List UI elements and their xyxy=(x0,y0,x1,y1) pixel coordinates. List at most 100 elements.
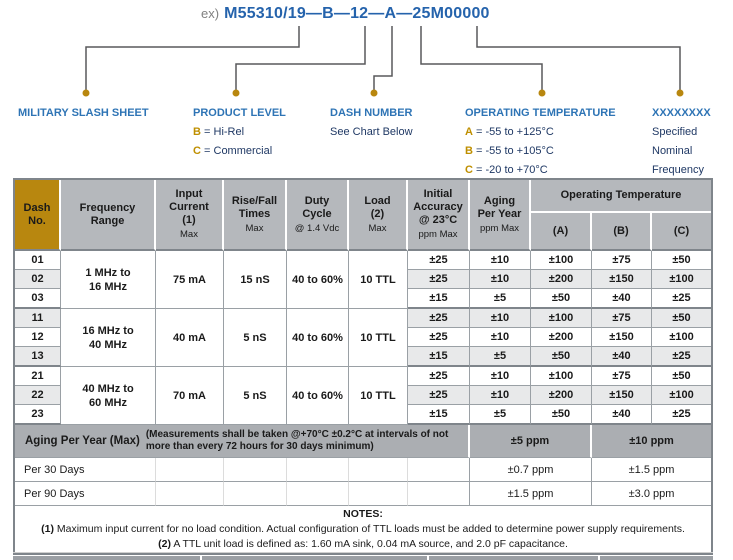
cell-load: 10 TTL xyxy=(349,251,408,309)
cell-temp-c: ±100 xyxy=(652,328,712,347)
note-2: (2) A TTL unit load is defined as: 1.60 … xyxy=(158,538,568,550)
next-table-strip xyxy=(13,556,713,560)
part-number-prefix: ex) xyxy=(201,6,220,21)
callout-line: Specified xyxy=(652,126,698,138)
notes-title: NOTES: xyxy=(343,508,383,520)
cell-temp-b: ±75 xyxy=(592,367,652,386)
cell-temp-c: ±25 xyxy=(652,289,712,309)
cell-frequency-range: 40 MHz to 60 MHz xyxy=(61,367,156,425)
cell-frequency-range: 16 MHz to 40 MHz xyxy=(61,309,156,367)
cell-temp-a: ±50 xyxy=(531,347,592,367)
cell-accuracy: ±25 xyxy=(408,328,470,347)
cell-temp-a: ±50 xyxy=(531,289,592,309)
cell-temp-c: ±25 xyxy=(652,347,712,367)
cell-dash: 23 xyxy=(15,405,61,425)
cell-temp-c: ±50 xyxy=(652,251,712,270)
cell-temp-b: ±75 xyxy=(592,251,652,270)
callout-line: Frequency xyxy=(652,164,704,176)
callout-line: C = Commercial xyxy=(193,145,273,157)
connector-lines xyxy=(85,26,681,90)
header-initial-accuracy: Initial Accuracy @ 23°C ppm Max xyxy=(408,180,470,251)
per-30-days-row: Per 30 Days ±0.7 ppm ±1.5 ppm xyxy=(15,458,712,482)
cell-temp-b: ±40 xyxy=(592,405,652,425)
cell-temp-c: ±100 xyxy=(652,270,712,289)
notes-row: NOTES: (1) Maximum input current for no … xyxy=(15,506,711,553)
cell-dash: 01 xyxy=(15,251,61,270)
cell-aging: ±10 xyxy=(470,251,531,270)
table-header-subrow: (A) (B) (C) xyxy=(15,213,712,251)
empty-cell xyxy=(408,482,470,506)
per-90-value-1: ±1.5 ppm xyxy=(470,482,592,506)
per-90-days-row: Per 90 Days ±1.5 ppm ±3.0 ppm xyxy=(15,482,712,506)
aging-note: (Measurements shall be taken @+70°C ±0.2… xyxy=(145,429,449,452)
cell-load: 10 TTL xyxy=(349,309,408,367)
cell-aging: ±10 xyxy=(470,309,531,328)
cell-aging: ±10 xyxy=(470,367,531,386)
per-90-label: Per 90 Days xyxy=(15,482,156,506)
callout-operating-temperature: OPERATING TEMPERATURE A = -55 to +125°C … xyxy=(465,104,616,180)
cell-accuracy: ±15 xyxy=(408,347,470,367)
connector-dots xyxy=(82,89,684,97)
header-input-current: Input Current (1) Max xyxy=(156,180,224,251)
cell-dash: 12 xyxy=(15,328,61,347)
empty-cell xyxy=(349,482,408,506)
cell-accuracy: ±25 xyxy=(408,367,470,386)
aging-label-cell: Aging Per Year (Max) (Measurements shall… xyxy=(15,425,470,458)
callout-line: See Chart Below xyxy=(330,126,413,138)
empty-cell xyxy=(156,482,224,506)
cell-temp-a: ±100 xyxy=(531,309,592,328)
table-row-02: 02 ±25 ±10 ±200 ±150 ±100 xyxy=(15,270,712,289)
header-aging-per-year: Aging Per Year ppm Max xyxy=(470,180,531,251)
notes-cell: NOTES: (1) Maximum input current for no … xyxy=(15,506,711,553)
cell-accuracy: ±15 xyxy=(408,405,470,425)
cell-rise-fall: 5 nS xyxy=(224,309,287,367)
header-temp-a: (A) xyxy=(531,213,592,251)
table-row-11: 11 16 MHz to 40 MHz 40 mA 5 nS 40 to 60%… xyxy=(15,309,712,367)
next-table-hairline xyxy=(13,552,713,553)
table-row-21: 21 40 MHz to 60 MHz 70 mA 5 nS 40 to 60%… xyxy=(15,367,712,425)
cell-aging: ±10 xyxy=(470,386,531,405)
table-row-03: 03 ±15 ±5 ±50 ±40 ±25 xyxy=(15,289,712,309)
header-temp-b: (B) xyxy=(592,213,652,251)
cell-temp-a: ±200 xyxy=(531,270,592,289)
cell-temp-a: ±100 xyxy=(531,367,592,386)
callout-dash-number: DASH NUMBER See Chart Below xyxy=(330,104,413,142)
callout-title: DASH NUMBER xyxy=(330,107,413,119)
cell-temp-b: ±75 xyxy=(592,309,652,328)
cell-input-current: 70 mA xyxy=(156,367,224,425)
cell-temp-b: ±40 xyxy=(592,347,652,367)
cell-aging: ±5 xyxy=(470,289,531,309)
per-30-value-2: ±1.5 ppm xyxy=(592,458,712,482)
cell-temp-a: ±200 xyxy=(531,386,592,405)
callout-line: B = -55 to +105°C xyxy=(465,145,554,157)
cell-temp-b: ±150 xyxy=(592,270,652,289)
cell-duty-cycle: 40 to 60% xyxy=(287,251,349,309)
empty-cell xyxy=(287,482,349,506)
cell-aging: ±5 xyxy=(470,347,531,367)
header-rise-fall: Rise/Fall Times Max xyxy=(224,180,287,251)
callout-line: Nominal xyxy=(652,145,693,157)
aging-value-5ppm: ±5 ppm xyxy=(470,425,592,458)
spec-table: Dash No. Frequency Range Input Current (… xyxy=(13,178,713,555)
per-30-value-1: ±0.7 ppm xyxy=(470,458,592,482)
empty-cell xyxy=(349,458,408,482)
table-header-row: Dash No. Frequency Range Input Current (… xyxy=(15,180,712,251)
cell-accuracy: ±25 xyxy=(408,309,470,328)
cell-dash: 13 xyxy=(15,347,61,367)
empty-cell xyxy=(287,458,349,482)
callout-title: OPERATING TEMPERATURE xyxy=(465,107,616,119)
part-number: M55310/19—B—12—A—25M00000 xyxy=(224,5,490,22)
empty-cell xyxy=(408,458,470,482)
per-30-label: Per 30 Days xyxy=(15,458,156,482)
cell-accuracy: ±15 xyxy=(408,289,470,309)
callout-line: A = -55 to +125°C xyxy=(465,126,554,138)
cell-duty-cycle: 40 to 60% xyxy=(287,367,349,425)
callout-military-slash-sheet: MILITARY SLASH SHEET xyxy=(18,104,149,123)
callout-title: XXXXXXXX xyxy=(652,107,711,119)
cell-dash: 03 xyxy=(15,289,61,309)
callout-frequency: XXXXXXXX Specified Nominal Frequency xyxy=(652,104,711,180)
cell-input-current: 40 mA xyxy=(156,309,224,367)
per-90-value-2: ±3.0 ppm xyxy=(592,482,712,506)
empty-cell xyxy=(156,458,224,482)
